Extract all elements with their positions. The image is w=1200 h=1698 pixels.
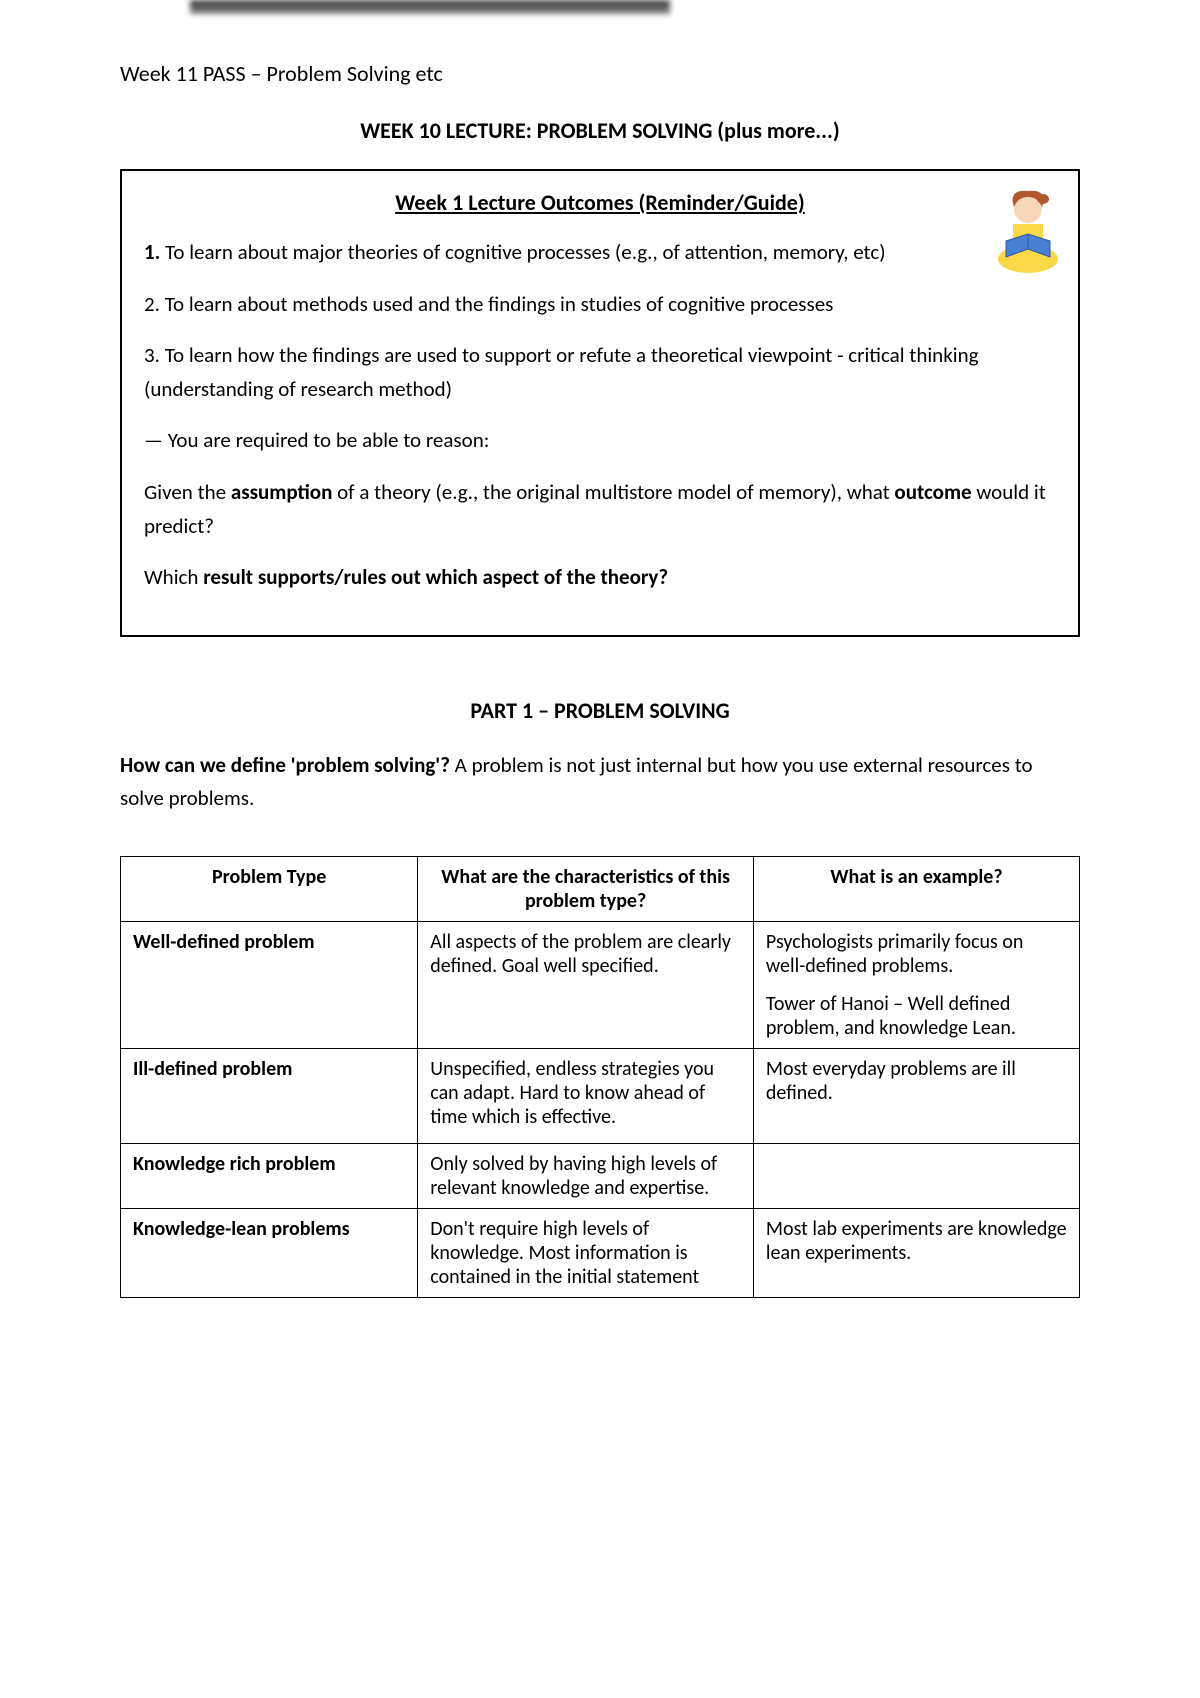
- outcome-1-text: To learn about major theories of cogniti…: [160, 239, 885, 265]
- cell-char-1: Unspecified, endless strategies you can …: [418, 1048, 754, 1143]
- cell-ex-1: Most everyday problems are ill defined.: [753, 1048, 1079, 1143]
- outcome-5: Given the assumption of a theory (e.g., …: [144, 476, 1056, 543]
- part1-title: PART 1 – PROBLEM SOLVING: [120, 697, 1080, 724]
- o5a: Given the: [144, 479, 231, 505]
- cell-char-2: Only solved by having high levels of rel…: [418, 1143, 754, 1208]
- table-row: Ill-defined problem Unspecified, endless…: [121, 1048, 1080, 1143]
- problem-types-table: Problem Type What are the characteristic…: [120, 856, 1080, 1298]
- outcome-1-num: 1.: [144, 239, 160, 265]
- lecture-title: WEEK 10 LECTURE: PROBLEM SOLVING (plus m…: [120, 117, 1080, 144]
- outcome-3: 3. To learn how the findings are used to…: [144, 339, 1056, 406]
- o5b: assumption: [231, 479, 333, 505]
- ex0a: Psychologists primarily focus on well-de…: [766, 930, 1067, 978]
- top-edge-shadow: [190, 0, 670, 14]
- outcome-4: — You are required to be able to reason:: [144, 424, 1056, 458]
- princess-reading-clipart: [988, 179, 1068, 274]
- ex0b: Tower of Hanoi – Well defined problem, a…: [766, 992, 1067, 1040]
- outcome-1: 1. To learn about major theories of cogn…: [144, 236, 1056, 270]
- outcomes-heading: Week 1 Lecture Outcomes (Reminder/Guide): [144, 189, 1056, 216]
- o5c: of a theory (e.g., the original multisto…: [332, 479, 894, 505]
- col-header-characteristics: What are the characteristics of this pro…: [418, 856, 754, 921]
- document-page: Week 11 PASS – Problem Solving etc WEEK …: [0, 0, 1200, 1418]
- o6a: Which: [144, 564, 203, 590]
- cell-type-3: Knowledge-lean problems: [121, 1208, 418, 1297]
- o6b: result supports/rules out which aspect o…: [203, 564, 668, 590]
- cell-type-1: Ill-defined problem: [121, 1048, 418, 1143]
- cell-char-0: All aspects of the problem are clearly d…: [418, 921, 754, 1048]
- cell-char-3: Don't require high levels of knowledge. …: [418, 1208, 754, 1297]
- cell-ex-3: Most lab experiments are knowledge lean …: [753, 1208, 1079, 1297]
- ex1a: Most everyday problems are ill defined.: [766, 1057, 1067, 1105]
- intro-bold: How can we define 'problem solving'?: [120, 752, 450, 778]
- part1-intro: How can we define 'problem solving'? A p…: [120, 749, 1080, 816]
- cell-type-0: Well-defined problem: [121, 921, 418, 1048]
- col-header-example: What is an example?: [753, 856, 1079, 921]
- page-header: Week 11 PASS – Problem Solving etc: [120, 60, 1080, 87]
- spacer: [766, 978, 1067, 992]
- spacer: [766, 1105, 1067, 1135]
- table-row: Knowledge rich problem Only solved by ha…: [121, 1143, 1080, 1208]
- outcome-2: 2. To learn about methods used and the f…: [144, 288, 1056, 322]
- table-row: Knowledge-lean problems Don't require hi…: [121, 1208, 1080, 1297]
- outcomes-box: Week 1 Lecture Outcomes (Reminder/Guide)…: [120, 169, 1080, 637]
- table-header-row: Problem Type What are the characteristic…: [121, 856, 1080, 921]
- cell-ex-2: [753, 1143, 1079, 1208]
- col-header-type: Problem Type: [121, 856, 418, 921]
- cell-type-2: Knowledge rich problem: [121, 1143, 418, 1208]
- o5d: outcome: [894, 479, 971, 505]
- outcome-6: Which result supports/rules out which as…: [144, 561, 1056, 595]
- table-row: Well-defined problem All aspects of the …: [121, 921, 1080, 1048]
- cell-ex-0: Psychologists primarily focus on well-de…: [753, 921, 1079, 1048]
